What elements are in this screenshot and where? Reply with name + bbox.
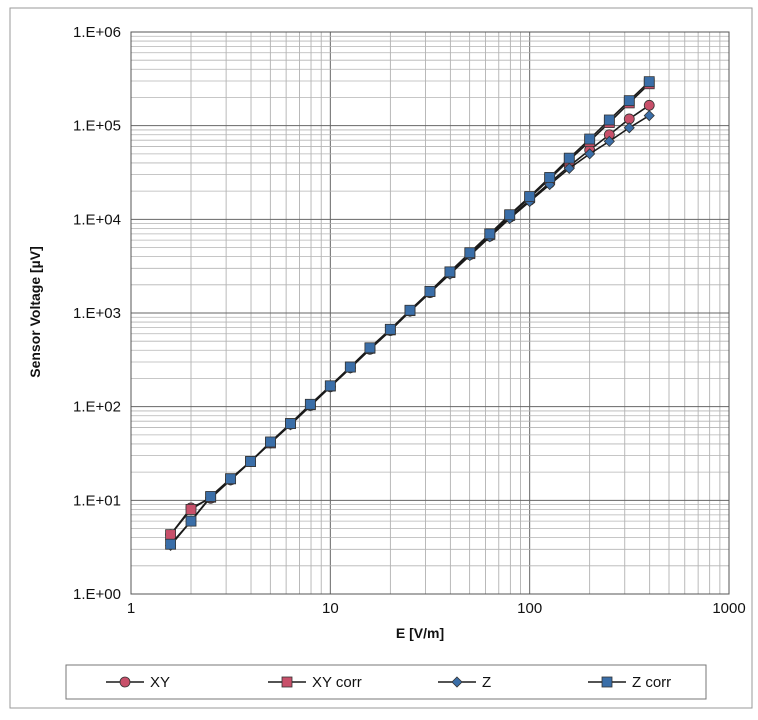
data-point	[603, 114, 615, 126]
data-point	[245, 456, 256, 467]
y-tick-label: 1.E+03	[73, 305, 121, 322]
legend-item: Z corr	[588, 674, 671, 691]
y-axis-label: Sensor Voltage [µV]	[27, 246, 43, 378]
legend-item: Z	[438, 674, 491, 691]
data-point	[484, 228, 496, 240]
data-point	[643, 76, 655, 88]
x-tick-label: 1	[127, 600, 135, 617]
y-tick-label: 1.E+01	[73, 492, 121, 509]
data-point	[464, 247, 476, 259]
data-point	[384, 323, 396, 335]
data-point	[205, 491, 217, 502]
plot-area	[130, 31, 730, 595]
x-axis-label: E [V/m]	[396, 625, 444, 641]
legend-marker	[119, 676, 131, 688]
legend-marker	[281, 676, 293, 688]
x-tick-labels: 1 10 100 1000	[127, 600, 746, 617]
data-point	[444, 266, 456, 278]
legend-marker	[601, 676, 613, 688]
data-point	[225, 473, 237, 485]
data-point	[344, 361, 356, 373]
series-layer	[165, 76, 655, 551]
data-point	[324, 380, 336, 392]
x-tick-label: 10	[322, 600, 339, 617]
y-tick-label: 1.E+05	[73, 118, 121, 135]
data-point	[185, 515, 197, 527]
data-point	[504, 209, 516, 221]
data-point	[623, 122, 635, 134]
y-tick-label: 1.E+04	[73, 211, 121, 228]
data-point	[584, 133, 596, 145]
legend-label: XY corr	[312, 674, 362, 691]
data-point	[563, 152, 575, 164]
data-point	[643, 99, 655, 111]
data-point	[185, 504, 197, 515]
data-point	[285, 418, 296, 429]
data-point	[304, 398, 316, 410]
legend-label: Z	[482, 674, 491, 691]
legend-marker	[451, 676, 463, 688]
data-point	[364, 342, 376, 354]
x-tick-label: 100	[517, 600, 542, 617]
series-z-corr	[165, 76, 655, 550]
data-point	[603, 135, 615, 147]
data-point	[165, 538, 176, 550]
data-point	[524, 191, 536, 202]
data-point	[265, 436, 276, 448]
legend-item: XY corr	[268, 674, 362, 691]
data-point	[563, 162, 575, 174]
data-point	[404, 304, 416, 316]
data-point	[643, 110, 655, 122]
data-point	[165, 529, 176, 541]
data-point	[544, 172, 556, 183]
data-point	[424, 286, 436, 297]
chart-border	[9, 7, 753, 709]
data-point	[584, 148, 596, 160]
y-tick-label: 1.E+00	[73, 586, 121, 603]
y-tick-labels: 1.E+00 1.E+01 1.E+02 1.E+03 1.E+04 1.E+05 1.E+…	[73, 24, 121, 603]
y-tick-label: 1.E+06	[73, 24, 121, 41]
data-point	[623, 95, 635, 107]
legend-label: Z corr	[632, 674, 671, 691]
y-tick-label: 1.E+02	[73, 399, 121, 416]
legend: XY XY corr Z Z corr	[65, 664, 707, 700]
legend-label: XY	[150, 674, 170, 691]
legend-item: XY	[106, 674, 170, 691]
x-tick-label: 1000	[712, 600, 745, 617]
